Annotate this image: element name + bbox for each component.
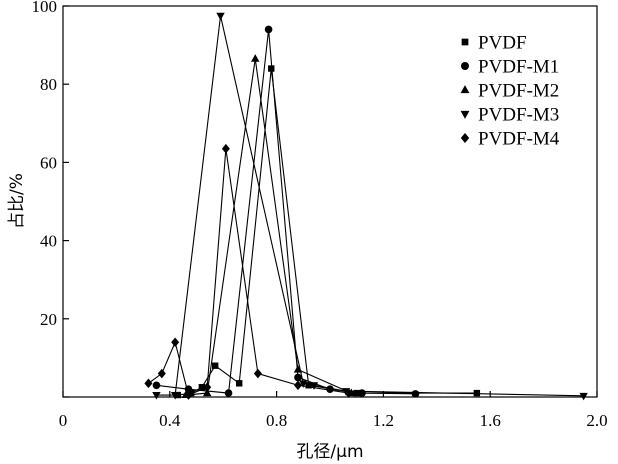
legend: PVDF PVDF-M1 PVDF-M2 PVDF-M3 PVDF-M4 [460,33,560,150]
data-point-square [305,382,312,389]
data-point-square [211,362,219,369]
data-point-square [174,391,182,399]
x-tick-label: 2.0 [586,411,607,430]
series-pvdf [174,65,481,399]
data-point-triangle-down [299,380,308,388]
series-pvdf-m3 [152,12,588,401]
x-tick-label: 1.6 [480,411,501,430]
x-tick-label: 0.4 [159,411,181,430]
data-point-circle [264,25,273,34]
data-point-triangle-up [202,388,212,397]
legend-label: PVDF-M3 [478,105,559,126]
legend-item: PVDF-M1 [461,57,559,78]
data-point-square [473,389,481,397]
data-point-triangle-down [579,392,588,401]
data-point-triangle-up [251,54,260,62]
plot-frame [62,5,598,398]
data-point-square [187,389,195,397]
data-point-triangle-down [170,392,180,400]
legend-item: PVDF-M2 [460,81,559,102]
data-point-diamond [184,390,193,400]
series-pvdf-m2 [181,54,356,399]
axis-ticks: 0 0.4 0.8 1.2 1.6 2.0 20 40 60 80 100 [32,0,608,430]
data-point-diamond [344,388,353,398]
y-tick-label: 20 [40,310,57,329]
data-point-triangle-up [460,85,470,94]
data-point-square [236,380,243,387]
data-point-circle [294,373,302,382]
data-point-diamond [253,368,262,379]
data-point-diamond [460,132,470,144]
legend-label: PVDF-M1 [478,57,559,78]
series-pvdf-m1 [152,25,420,398]
data-point-square [198,384,206,391]
data-point-diamond [144,378,153,389]
data-point-square [353,389,360,397]
data-point-triangle-down [460,110,470,119]
x-tick-label: 1.2 [373,411,394,430]
y-tick-label: 80 [40,75,57,94]
y-axis-title: 占比/% [7,173,27,229]
legend-label: PVDF-M4 [478,129,560,150]
data-point-diamond [293,380,302,391]
data-point-diamond [157,368,166,379]
y-tick-label: 60 [40,153,57,172]
legend-item: PVDF-M3 [460,105,559,126]
x-tick-label: 0.8 [266,411,287,430]
data-point-square [461,38,469,46]
y-tick-label: 100 [32,0,58,16]
data-point-diamond [203,382,212,393]
series-layer [144,12,588,401]
data-point-diamond [221,143,230,154]
legend-item: PVDF [461,33,527,54]
data-point-circle [411,390,420,398]
data-point-triangle-down [309,382,319,390]
y-tick-label: 40 [40,232,57,251]
data-point-diamond [171,337,180,348]
series-pvdf-m4 [144,143,353,400]
data-point-circle [152,381,161,390]
x-tick-label: 0 [59,411,68,430]
legend-label: PVDF [478,33,527,54]
data-point-circle [358,389,366,397]
legend-item: PVDF-M4 [460,129,560,150]
data-point-circle [461,62,469,70]
data-point-circle [326,385,334,393]
x-axis-title: 孔径/μm [296,442,363,462]
series-line [156,29,416,395]
data-point-triangle-down [152,392,161,400]
series-line [177,68,477,396]
data-point-circle [224,389,233,397]
data-point-triangle-down [216,12,225,21]
data-point-square [268,65,275,72]
legend-label: PVDF-M2 [478,81,559,102]
series-line [148,148,349,396]
